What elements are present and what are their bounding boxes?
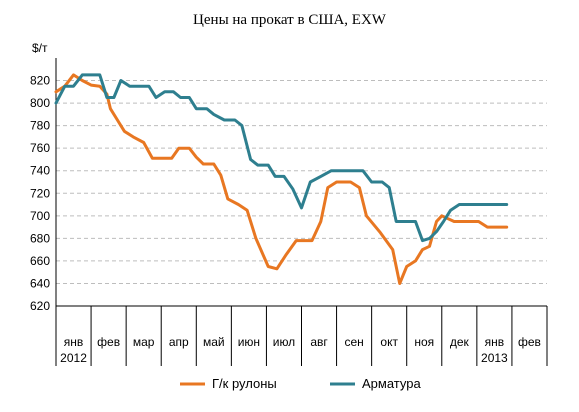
legend-entry: Арматура	[362, 376, 421, 391]
y-axis-label: $/т	[32, 41, 48, 55]
x-tick-label: дек	[450, 335, 470, 349]
x-tick-label: авг	[310, 335, 328, 349]
x-year-label: 2012	[60, 351, 87, 365]
x-tick-label: мар	[133, 335, 155, 349]
y-tick-label: 660	[30, 254, 50, 268]
series-lines	[54, 73, 509, 285]
gridlines	[56, 80, 547, 284]
x-tick-label: июн	[238, 335, 260, 349]
x-tick-label: июл	[273, 335, 295, 349]
x-tick-label: фев	[97, 335, 120, 349]
y-tick-label: 800	[30, 96, 50, 110]
y-tick-labels: 620 640 660 680 700 720 740 760 780 800 820 $/т	[30, 41, 50, 313]
series-line-1	[54, 73, 509, 285]
y-tick-label: 640	[30, 276, 50, 290]
x-tick-label: янв	[64, 335, 84, 349]
y-tick-label: 760	[30, 141, 50, 155]
series-line-2	[54, 73, 509, 243]
legend: Г/к рулоны Арматура	[180, 376, 421, 391]
x-tick-label: фев	[518, 335, 541, 349]
x-year-label: 2013	[481, 351, 508, 365]
y-tick-label: 680	[30, 231, 50, 245]
x-tick-label: янв	[485, 335, 505, 349]
legend-entry: Г/к рулоны	[212, 376, 277, 391]
x-tick-label: ноя	[414, 335, 434, 349]
y-tick-label: 820	[30, 74, 50, 88]
x-tick-labels: янв фев мар апр май июн июл авг сен окт ноя дек янв ф…	[60, 335, 541, 365]
y-tick-label: 700	[30, 209, 50, 223]
x-tick-label: окт	[380, 335, 398, 349]
y-tick-label: 780	[30, 119, 50, 133]
x-tick-label: май	[203, 335, 225, 349]
y-tick-label: 720	[30, 186, 50, 200]
y-tick-label: 620	[30, 299, 50, 313]
chart-title: Цены на прокат в США, EXW	[193, 12, 386, 28]
y-tick-label: 740	[30, 164, 50, 178]
x-tick-label: сен	[344, 335, 363, 349]
x-tick-label: апр	[169, 335, 189, 349]
axes	[55, 58, 548, 366]
